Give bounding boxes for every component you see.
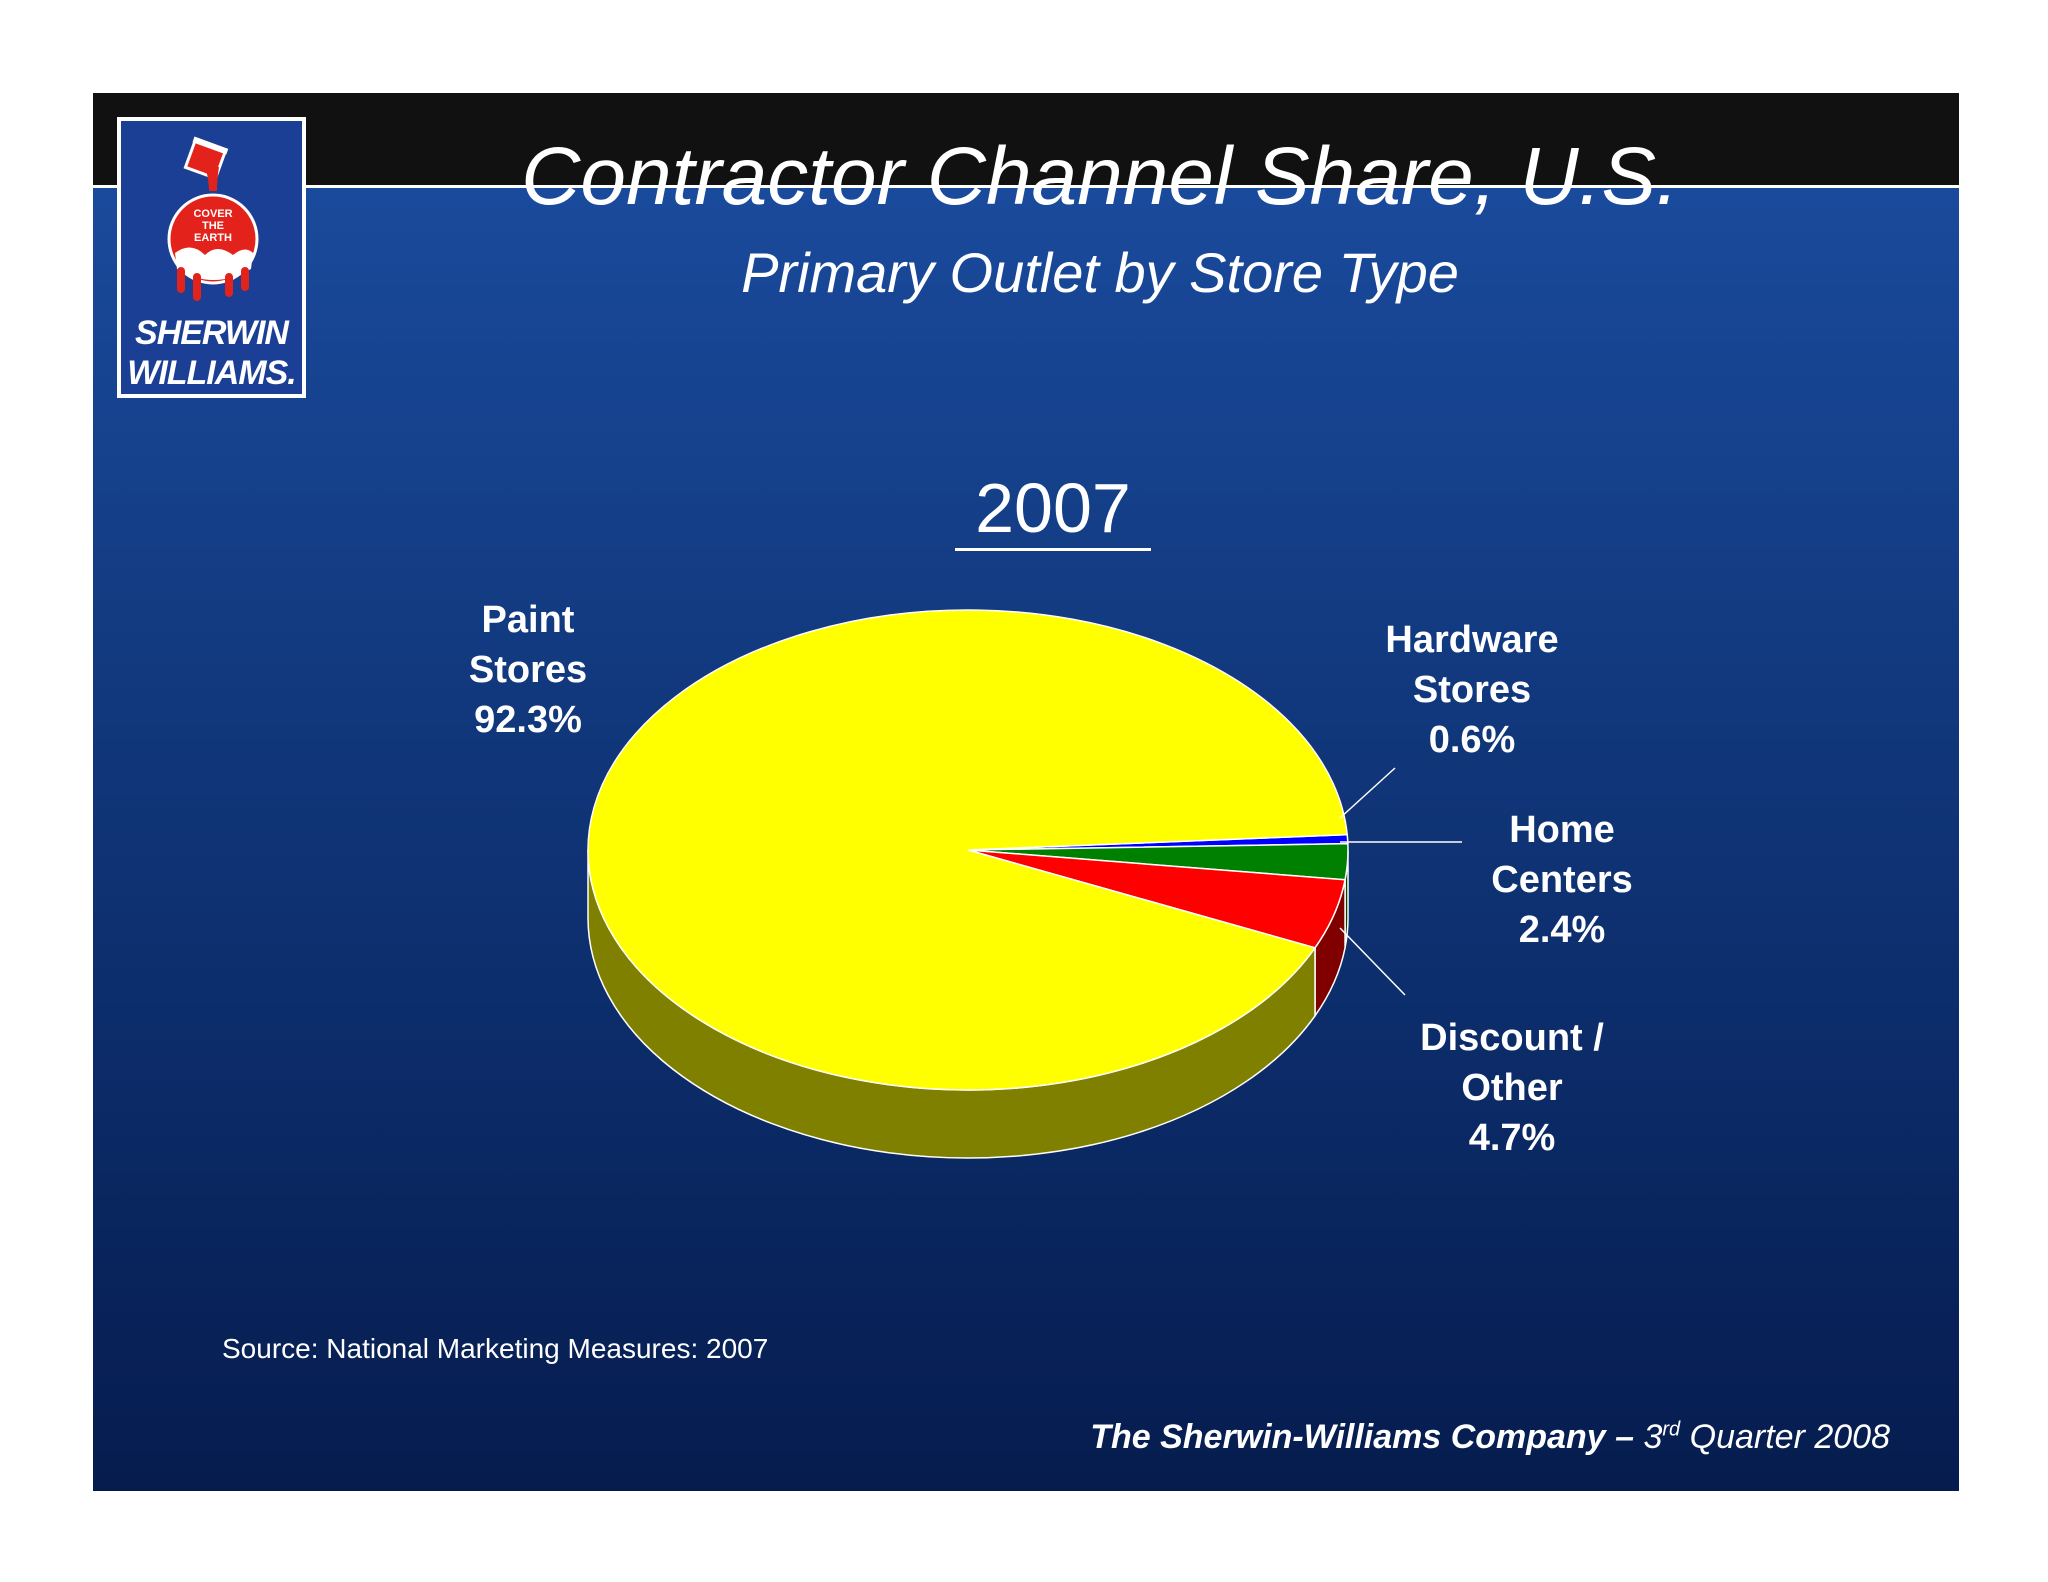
logo-wordmark-line-1: SHERWIN <box>135 314 289 352</box>
slice-label-paint-stores-2: 92.3% <box>474 699 582 741</box>
slice-label-hardware-stores-1: Stores <box>1413 669 1531 711</box>
slice-label-hardware-stores-2: 0.6% <box>1429 719 1516 761</box>
source-note: Source: National Marketing Measures: 200… <box>222 1333 769 1364</box>
cover-the-earth-emblem: COVER THE EARTH <box>167 136 259 301</box>
slide-subtitle: Primary Outlet by Store Type <box>741 241 1459 304</box>
slice-label-discount-other-0: Discount / <box>1420 1017 1604 1059</box>
slice-label-home-centers-1: Centers <box>1491 859 1633 901</box>
logo-badge-line-1: COVER <box>193 208 232 220</box>
slice-label-home-centers-0: Home <box>1509 809 1615 851</box>
leader-line-discount-other <box>1339 927 1406 996</box>
logo-badge-line-3: EARTH <box>194 232 232 244</box>
slice-label-paint-stores-0: Paint <box>482 599 575 641</box>
slice-label-hardware-stores-0: Hardware <box>1385 619 1558 661</box>
slice-label-home-centers-2: 2.4% <box>1519 909 1606 951</box>
logo-wordmark-line-2: WILLIAMS. <box>127 354 297 392</box>
leader-line-hardware-stores <box>1339 767 1396 819</box>
slice-label-paint-stores-1: Stores <box>469 649 587 691</box>
footer-caption: The Sherwin-Williams Company – 3rd Quart… <box>900 1418 1890 1457</box>
slice-label-discount-other-2: 4.7% <box>1469 1117 1556 1159</box>
chart-year-title: 2007 <box>955 470 1151 551</box>
footer-quarter-number: 3 <box>1643 1418 1663 1456</box>
slide-title: Contractor Channel Share, U.S. <box>521 131 1679 222</box>
logo-wordmark: SHERWIN WILLIAMS. <box>121 313 302 393</box>
sherwin-williams-logo: COVER THE EARTH SHERWIN WILLIAMS. <box>117 117 306 398</box>
slice-label-discount-other-1: Other <box>1461 1067 1563 1109</box>
footer-quarter-text: Quarter 2008 <box>1689 1418 1890 1456</box>
pie-slice-paint-stores <box>587 609 1349 1091</box>
logo-badge-line-2: THE <box>202 220 224 232</box>
footer-quarter-suffix: rd <box>1662 1418 1681 1441</box>
footer-company: The Sherwin-Williams Company – <box>1090 1418 1635 1456</box>
